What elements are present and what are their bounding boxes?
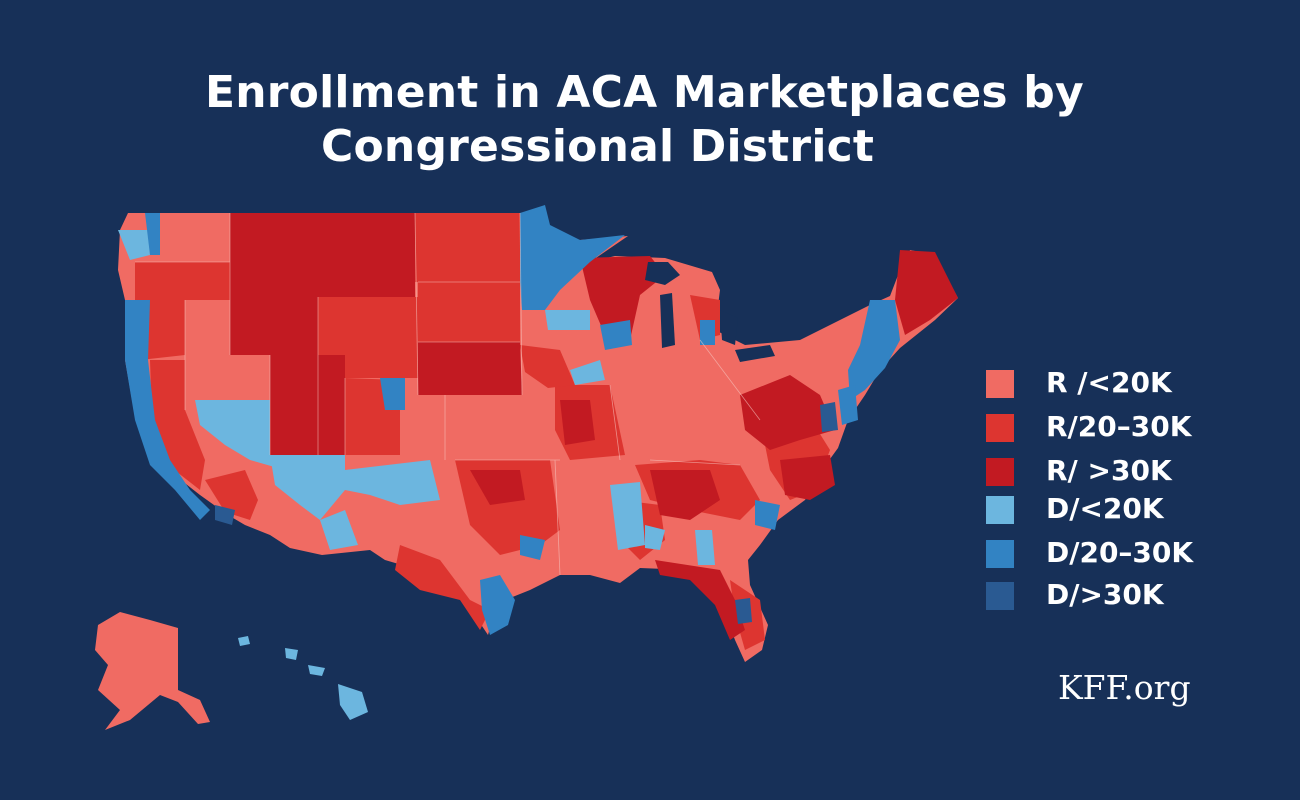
title-line-1: Enrollment in ACA Marketplaces by xyxy=(205,67,1084,118)
legend-item-r-over-30k: R/ >30K xyxy=(986,454,1246,488)
legend-item-r-20-30k: R/20–30K xyxy=(986,410,1246,444)
legend-swatch xyxy=(986,582,1014,610)
legend-label: D/>30K xyxy=(1046,578,1164,611)
legend-swatch xyxy=(986,458,1014,486)
r-over-30k-regions xyxy=(230,213,958,640)
legend-swatch xyxy=(986,496,1014,524)
d-under-20k-regions xyxy=(118,230,715,565)
alaska-shape xyxy=(95,612,210,730)
source-credit: KFF.org xyxy=(1058,668,1191,707)
legend-label: R/ >30K xyxy=(1046,454,1172,487)
district-borders xyxy=(135,212,761,576)
great-lakes xyxy=(645,262,775,362)
map-title: Enrollment in ACA Marketplaces by Congre… xyxy=(205,66,1165,174)
legend-swatch xyxy=(986,414,1014,442)
hawaii-shape xyxy=(238,636,368,720)
legend-swatch xyxy=(986,370,1014,398)
legend-item-d-over-30k: D/>30K xyxy=(986,578,1246,612)
legend-item-r-under-20k: R /<20K xyxy=(986,366,1246,400)
title-line-2: Congressional District xyxy=(321,121,875,172)
legend-label: D/20–30K xyxy=(1046,536,1194,569)
legend-label: D/<20K xyxy=(1046,492,1164,525)
legend-label: R /<20K xyxy=(1046,366,1172,399)
legend-swatch xyxy=(986,540,1014,568)
d-over-30k-regions xyxy=(215,402,838,624)
d-20-30k-regions xyxy=(125,205,900,635)
legend-label: R/20–30K xyxy=(1046,410,1192,443)
legend-item-d-20-30k: D/20–30K xyxy=(986,536,1246,570)
legend-item-d-under-20k: D/<20K xyxy=(986,492,1246,526)
